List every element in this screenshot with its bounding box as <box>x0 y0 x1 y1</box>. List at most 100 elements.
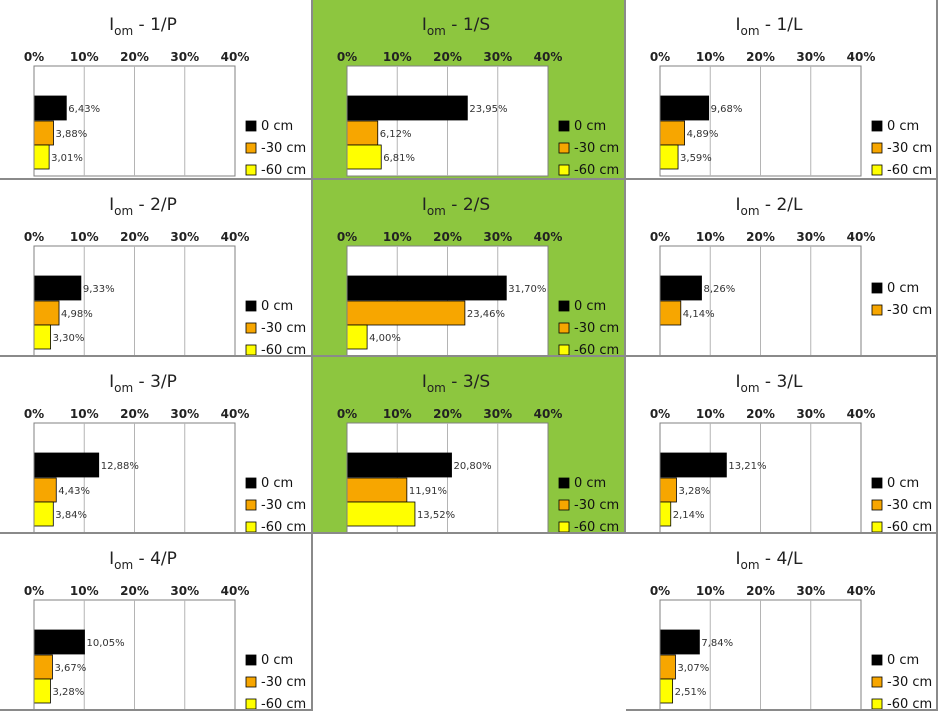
legend-marker <box>558 499 570 511</box>
x-tick-label: 20% <box>433 50 462 64</box>
chart-panel-1-l: Iom - 1/L 0% 10% 20% 30% 40% 9,68% 4,89% 3,59% 0 … <box>626 0 938 180</box>
data-label: 6,43% <box>68 104 100 115</box>
data-label: 4,43% <box>58 486 90 497</box>
title-suffix: - 2/L <box>760 195 803 215</box>
bar <box>346 95 468 121</box>
x-tick-label: 40% <box>221 230 250 244</box>
chart-title: Iom - 4/P <box>109 549 177 572</box>
x-tick-label: 10% <box>383 50 412 64</box>
data-label: 7,84% <box>701 638 733 649</box>
chart-title: Iom - 1/L <box>735 15 803 38</box>
title-suffix: - 1/S <box>446 15 490 35</box>
bar <box>346 275 507 301</box>
bar <box>659 300 682 326</box>
title-main: I <box>109 195 114 215</box>
data-label: 23,95% <box>469 104 507 115</box>
x-tick-label: 30% <box>483 407 512 421</box>
x-tick-label: 0% <box>24 584 44 598</box>
legend-label: -60 cm <box>574 520 619 534</box>
title-subscript: om <box>427 24 446 38</box>
chart-svg: Iom - 3/P 0% 10% 20% 30% 40% 12,88% 4,43% 3,84% 0… <box>24 372 306 534</box>
x-tick-label: 40% <box>847 230 876 244</box>
data-label: 4,00% <box>369 333 401 344</box>
legend-marker <box>245 120 257 132</box>
legend-marker <box>245 676 257 688</box>
title-subscript: om <box>114 558 133 572</box>
chart-panel-2-s: Iom - 2/S 0% 10% 20% 30% 40% 31,70% 23,46% 4,00%… <box>313 180 626 357</box>
chart-title: Iom - 2/S <box>422 195 490 218</box>
chart-svg: Iom - 4/L 0% 10% 20% 30% 40% 7,84% 3,07% 2,51% 0 … <box>650 549 932 711</box>
legend-label: -30 cm <box>887 498 932 513</box>
chart-svg: Iom - 2/L 0% 10% 20% 30% 40% 8,26% 4,14% 0 cm -30… <box>650 195 932 355</box>
chart-svg: Iom - 2/S 0% 10% 20% 30% 40% 31,70% 23,46% 4,00%… <box>337 195 619 355</box>
legend-marker <box>871 282 883 294</box>
x-tick-label: 0% <box>650 584 670 598</box>
title-subscript: om <box>114 204 133 218</box>
legend-label: -30 cm <box>261 141 306 156</box>
title-main: I <box>735 549 740 569</box>
chart-svg: Iom - 1/P 0% 10% 20% 30% 40% 6,43% 3,88% 3,01% 0 … <box>24 15 306 178</box>
data-label: 4,89% <box>687 129 719 140</box>
x-tick-label: 40% <box>847 584 876 598</box>
data-label: 10,05% <box>87 638 125 649</box>
legend-label: -30 cm <box>887 675 932 690</box>
title-main: I <box>422 15 427 35</box>
chart-panel-1-s: Iom - 1/S 0% 10% 20% 30% 40% 23,95% 6,12% 6,81% 0… <box>313 0 626 180</box>
title-main: I <box>735 15 740 35</box>
legend-label: -60 cm <box>887 697 932 711</box>
title-main: I <box>735 195 740 215</box>
x-tick-label: 0% <box>650 50 670 64</box>
title-suffix: - 3/L <box>760 372 803 392</box>
legend-label: -30 cm <box>574 321 619 336</box>
x-tick-label: 40% <box>534 407 563 421</box>
chart-title: Iom - 3/P <box>109 372 177 395</box>
legend-label: -60 cm <box>261 520 306 534</box>
bar <box>659 501 672 527</box>
legend-marker <box>871 521 883 532</box>
data-label: 2,51% <box>675 687 707 698</box>
legend-label: 0 cm <box>887 281 919 296</box>
legend-label: 0 cm <box>261 476 293 491</box>
bar <box>346 144 382 170</box>
legend-marker <box>871 676 883 688</box>
chart-title: Iom - 2/L <box>735 195 803 218</box>
data-label: 3,30% <box>53 333 85 344</box>
legend-marker <box>871 698 883 709</box>
title-suffix: - 2/S <box>446 195 490 215</box>
bar <box>346 452 452 478</box>
chart-panel-3-s: Iom - 3/S 0% 10% 20% 30% 40% 20,80% 11,91% 13,52… <box>313 357 626 534</box>
bar <box>346 120 379 146</box>
bar <box>33 501 54 527</box>
legend-label: 0 cm <box>887 653 919 668</box>
x-tick-label: 10% <box>696 584 725 598</box>
chart-svg: Iom - 3/S 0% 10% 20% 30% 40% 20,80% 11,91% 13,52… <box>337 372 619 534</box>
legend-label: 0 cm <box>887 476 919 491</box>
title-main: I <box>422 372 427 392</box>
data-label: 4,14% <box>683 309 715 320</box>
x-tick-label: 20% <box>746 50 775 64</box>
legend-marker <box>871 304 883 316</box>
empty-cell <box>313 534 626 711</box>
legend-label: -30 cm <box>887 141 932 156</box>
legend-marker <box>871 654 883 666</box>
x-tick-label: 10% <box>696 407 725 421</box>
legend-marker <box>558 142 570 154</box>
data-label: 3,59% <box>680 153 712 164</box>
bar <box>33 275 82 301</box>
x-tick-label: 20% <box>120 230 149 244</box>
legend-label: 0 cm <box>574 476 606 491</box>
x-tick-label: 10% <box>70 584 99 598</box>
x-tick-label: 0% <box>337 50 357 64</box>
chart-svg: Iom - 1/L 0% 10% 20% 30% 40% 9,68% 4,89% 3,59% 0 … <box>650 15 932 178</box>
title-subscript: om <box>741 381 760 395</box>
x-tick-label: 20% <box>433 407 462 421</box>
legend-label: 0 cm <box>574 119 606 134</box>
bar <box>346 300 466 326</box>
data-label: 23,46% <box>467 309 505 320</box>
chart-svg: Iom - 1/S 0% 10% 20% 30% 40% 23,95% 6,12% 6,81% 0… <box>337 15 619 178</box>
data-label: 3,28% <box>52 687 84 698</box>
bar <box>346 501 416 527</box>
x-tick-label: 0% <box>337 407 357 421</box>
legend-label: 0 cm <box>261 653 293 668</box>
x-tick-label: 40% <box>221 407 250 421</box>
